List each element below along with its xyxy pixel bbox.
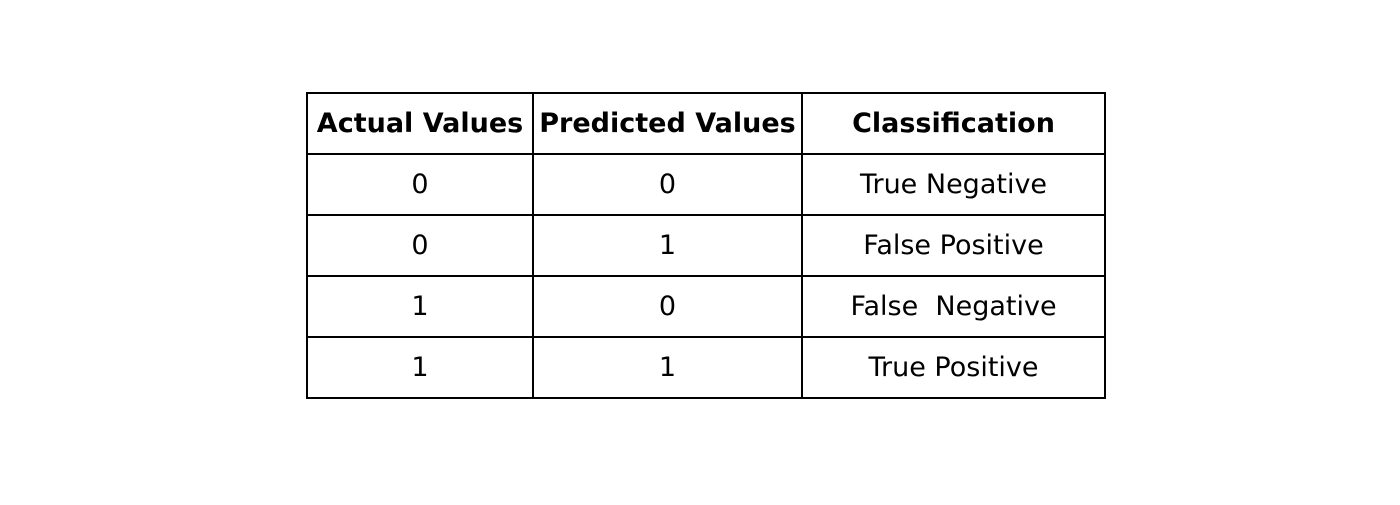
- cell-actual-value: 1: [306, 275, 534, 338]
- table-row: 0 1 False Positive: [306, 214, 1106, 277]
- cell-classification: True Negative: [801, 153, 1106, 216]
- header-predicted-values: Predicted Values: [532, 92, 803, 155]
- cell-classification: True Positive: [801, 336, 1106, 399]
- cell-predicted-value: 0: [532, 153, 803, 216]
- cell-classification: False Negative: [801, 275, 1106, 338]
- confusion-outcome-table: Actual Values Predicted Values Classific…: [306, 92, 1106, 399]
- cell-actual-value: 1: [306, 336, 534, 399]
- cell-predicted-value: 1: [532, 336, 803, 399]
- table-body: 0 0 True Negative 0 1 False Positive 1 0…: [306, 153, 1106, 399]
- table-row: 1 0 False Negative: [306, 275, 1106, 338]
- cell-actual-value: 0: [306, 214, 534, 277]
- header-row: Actual Values Predicted Values Classific…: [306, 92, 1106, 155]
- cell-predicted-value: 0: [532, 275, 803, 338]
- cell-actual-value: 0: [306, 153, 534, 216]
- header-classification: Classification: [801, 92, 1106, 155]
- table-row: 0 0 True Negative: [306, 153, 1106, 216]
- cell-predicted-value: 1: [532, 214, 803, 277]
- table-row: 1 1 True Positive: [306, 336, 1106, 399]
- table-header: Actual Values Predicted Values Classific…: [306, 92, 1106, 155]
- confusion-outcome-table-container: Actual Values Predicted Values Classific…: [306, 92, 1106, 399]
- header-actual-values: Actual Values: [306, 92, 534, 155]
- cell-classification: False Positive: [801, 214, 1106, 277]
